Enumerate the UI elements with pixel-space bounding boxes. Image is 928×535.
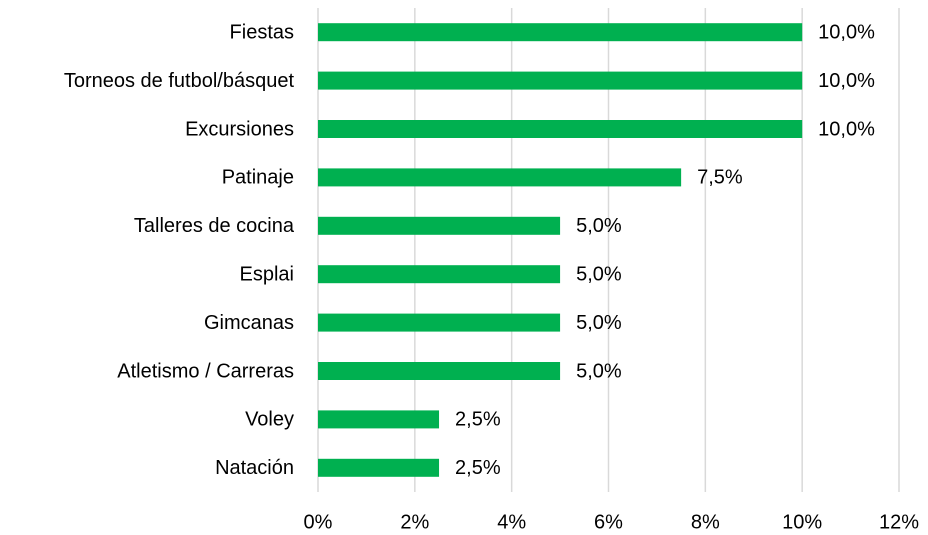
y-tick-label: Patinaje [222, 167, 294, 189]
y-tick-label: Voley [245, 409, 294, 431]
data-label: 5,0% [576, 263, 622, 285]
data-label: 5,0% [576, 312, 622, 334]
y-tick-label: Atletismo / Carreras [117, 360, 294, 382]
y-tick-label: Esplai [240, 263, 294, 285]
y-tick-label: Excursiones [185, 118, 294, 140]
x-tick-label: 0% [304, 511, 333, 533]
y-tick-label: Talleres de cocina [134, 215, 295, 237]
data-label: 2,5% [455, 409, 501, 431]
bar [318, 313, 561, 332]
y-tick-label: Fiestas [230, 21, 294, 43]
x-tick-label: 12% [879, 511, 919, 533]
bar [318, 71, 803, 90]
bar [318, 23, 803, 42]
x-tick-label: 6% [594, 511, 623, 533]
y-tick-label: Natación [215, 457, 294, 479]
data-label: 10,0% [818, 21, 875, 43]
data-label: 7,5% [697, 167, 743, 189]
x-tick-label: 4% [497, 511, 526, 533]
data-label: 2,5% [455, 457, 501, 479]
data-label: 5,0% [576, 360, 622, 382]
bar [318, 168, 682, 187]
bar [318, 120, 803, 138]
data-label: 10,0% [818, 70, 875, 92]
data-label: 5,0% [576, 215, 622, 237]
y-tick-label: Gimcanas [204, 312, 294, 334]
bar [318, 458, 440, 477]
x-tick-label: 2% [400, 511, 429, 533]
y-tick-label: Torneos de futbol/básquet [64, 70, 295, 92]
bar [318, 362, 561, 380]
bar [318, 410, 440, 429]
data-label: 10,0% [818, 118, 875, 140]
x-tick-label: 8% [691, 511, 720, 533]
bar [318, 265, 561, 284]
x-tick-label: 10% [782, 511, 822, 533]
bar [318, 216, 561, 235]
